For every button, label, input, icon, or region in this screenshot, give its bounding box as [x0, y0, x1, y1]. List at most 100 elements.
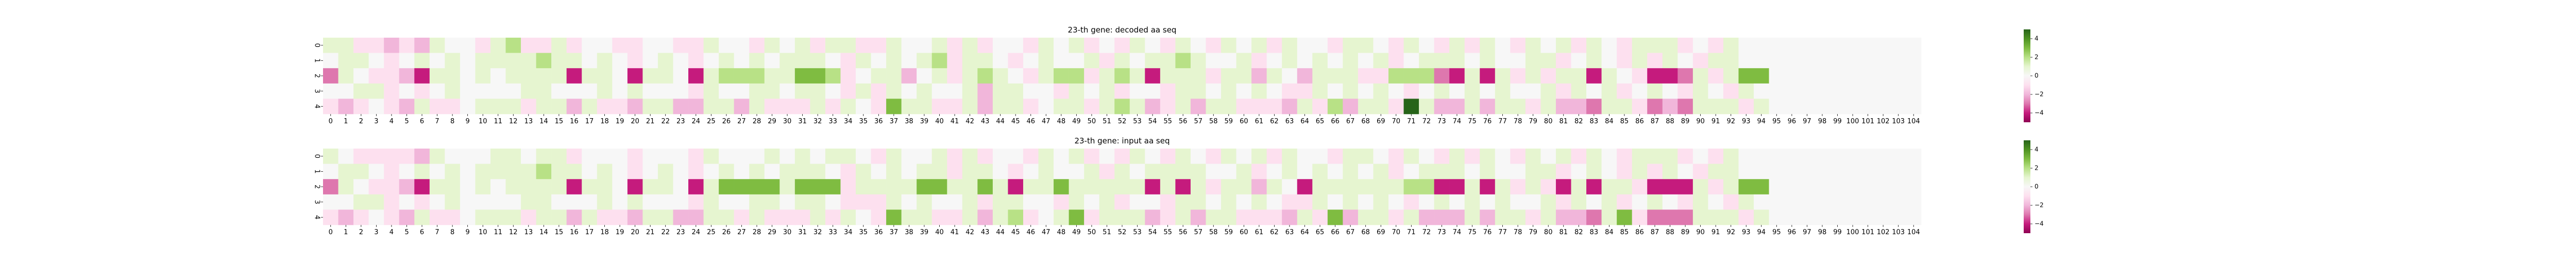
x-tick-label: 103	[1892, 229, 1905, 236]
heatmap-cell	[1236, 83, 1252, 99]
heatmap-cell	[1815, 53, 1831, 69]
y-tick-label: 4	[313, 215, 321, 219]
heatmap-cell	[794, 149, 810, 164]
heatmap-cell	[1815, 164, 1831, 180]
heatmap-cell	[1023, 164, 1039, 180]
heatmap-cell	[1677, 194, 1693, 210]
heatmap-cell	[627, 53, 643, 69]
heatmap-cell	[1799, 99, 1815, 115]
heatmap-cell	[1860, 38, 1876, 53]
heatmap-cell	[1145, 53, 1161, 69]
heatmap-cell	[1601, 83, 1617, 99]
heatmap-cell	[521, 68, 536, 84]
heatmap-cell	[1327, 209, 1343, 225]
x-tick-label: 98	[1818, 229, 1827, 236]
heatmap-cell	[1799, 38, 1815, 53]
heatmap-cell	[794, 209, 810, 225]
heatmap-cell	[886, 164, 902, 180]
x-tick-label: 17	[585, 229, 594, 236]
heatmap-cell	[445, 38, 461, 53]
heatmap-cell	[749, 83, 765, 99]
heatmap-cell	[1236, 179, 1252, 195]
heatmap-cell	[1647, 209, 1663, 225]
heatmap-cell	[1662, 53, 1678, 69]
heatmap-cell	[1875, 194, 1891, 210]
heatmap-cell	[871, 149, 887, 164]
heatmap-cell	[1343, 53, 1359, 69]
heatmap-cell	[1860, 209, 1876, 225]
heatmap-cell	[1084, 179, 1099, 195]
heatmap-cell	[764, 194, 780, 210]
heatmap-cell	[1540, 209, 1556, 225]
heatmap-cell	[840, 209, 856, 225]
heatmap-cell	[1054, 68, 1069, 84]
heatmap-cell	[719, 83, 734, 99]
heatmap-cell	[1008, 38, 1024, 53]
heatmap-cell	[1434, 68, 1450, 84]
heatmap-cell	[384, 194, 400, 210]
heatmap-cell	[642, 209, 658, 225]
heatmap-cell	[582, 83, 598, 99]
heatmap-cell	[840, 99, 856, 115]
y-axis: 0 1 2 3 4	[313, 154, 323, 219]
heatmap-cell	[1358, 53, 1374, 69]
heatmap-cell	[1540, 149, 1556, 164]
heatmap-cell	[1525, 53, 1541, 69]
heatmap-cell	[1251, 83, 1267, 99]
heatmap-cell	[536, 164, 552, 180]
heatmap-cell	[1799, 209, 1815, 225]
heatmap-cell	[1906, 149, 1922, 164]
heatmap-cell	[1662, 83, 1678, 99]
heatmap-cell	[992, 194, 1008, 210]
heatmap-cell	[810, 149, 826, 164]
heatmap-cell	[1464, 164, 1480, 180]
heatmap-cell	[1677, 209, 1693, 225]
heatmap-cell	[1373, 164, 1389, 180]
heatmap-cell	[1540, 68, 1556, 84]
heatmap-cell	[977, 83, 993, 99]
heatmap-cell	[947, 194, 963, 210]
heatmap-cell	[582, 194, 598, 210]
heatmap-cell	[1297, 164, 1313, 180]
heatmap-cell	[353, 194, 369, 210]
heatmap-cell	[931, 194, 947, 210]
heatmap-cell	[917, 194, 933, 210]
heatmap-cell	[1008, 164, 1024, 180]
heatmap-cell	[536, 194, 552, 210]
x-tick-label: 69	[1377, 229, 1385, 236]
x-tick-label: 21	[646, 229, 655, 236]
heatmap-cell	[1373, 99, 1389, 115]
heatmap-cell	[1784, 68, 1800, 84]
x-tick-label: 44	[996, 229, 1005, 236]
heatmap-cell	[1297, 99, 1313, 115]
heatmap-cell	[1815, 38, 1831, 53]
heatmap-cell	[1099, 83, 1115, 99]
heatmap-cell	[1358, 164, 1374, 180]
heatmap-cell	[840, 164, 856, 180]
heatmap-cell	[1586, 83, 1602, 99]
x-tick-label: 14	[539, 229, 548, 236]
heatmap-cell	[445, 209, 461, 225]
heatmap-cell	[856, 83, 871, 99]
heatmap-cell	[399, 38, 415, 53]
heatmap-cell	[1221, 194, 1236, 210]
heatmap-cell	[1571, 194, 1587, 210]
heatmap-cell	[597, 149, 613, 164]
heatmap-cell	[1815, 99, 1831, 115]
heatmap-cell	[1099, 194, 1115, 210]
heatmap-cell	[490, 149, 506, 164]
heatmap-cell	[703, 68, 719, 84]
heatmap-cell	[825, 194, 841, 210]
heatmap-cell	[399, 179, 415, 195]
heatmap-cell	[1692, 99, 1708, 115]
heatmap-cell	[764, 38, 780, 53]
heatmap-cell	[886, 149, 902, 164]
y-tick-label: 3	[313, 89, 321, 93]
heatmap-cell	[627, 194, 643, 210]
heatmap-cell	[1723, 68, 1739, 84]
x-tick-label: 24	[692, 118, 701, 125]
heatmap-cell	[1662, 194, 1678, 210]
heatmap-cell	[977, 38, 993, 53]
heatmap-cell	[551, 164, 567, 180]
heatmap-cell	[1647, 164, 1663, 180]
